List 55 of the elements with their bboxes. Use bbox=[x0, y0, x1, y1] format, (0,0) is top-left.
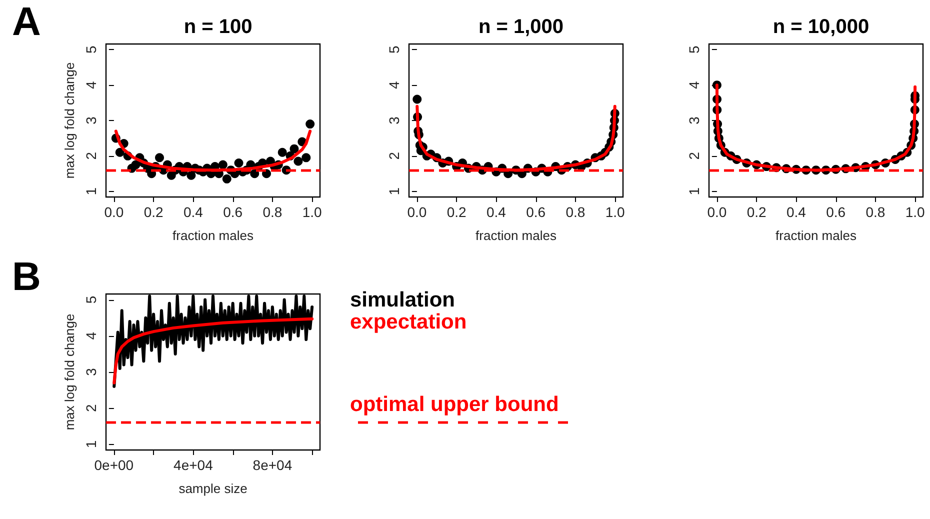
x-tick-label: 1.0 bbox=[905, 204, 926, 220]
x-tick-label: 0.6 bbox=[223, 204, 243, 220]
x-tick-label: 0.8 bbox=[262, 204, 282, 220]
x-tick-label: 0.2 bbox=[144, 204, 164, 220]
y-tick-label: 5 bbox=[686, 46, 702, 54]
y-tick-label: 5 bbox=[83, 296, 99, 304]
x-axis-title: sample size bbox=[178, 481, 248, 496]
x-tick-label: 0.4 bbox=[786, 204, 806, 220]
x-axis-title: fraction males bbox=[776, 228, 857, 243]
y-tick-label: 1 bbox=[83, 187, 99, 196]
y-tick-label: 2 bbox=[686, 152, 702, 160]
y-tick-label: 4 bbox=[83, 332, 99, 340]
x-axis-title: fraction males bbox=[172, 228, 254, 243]
x-tick-label: 1.0 bbox=[302, 204, 322, 220]
x-tick-label: 0.4 bbox=[183, 204, 204, 220]
text: B bbox=[12, 255, 41, 299]
y-axis-title: max log fold change bbox=[62, 314, 77, 430]
y-tick-label: 4 bbox=[686, 80, 702, 89]
y-tick-label: 4 bbox=[83, 80, 99, 89]
y-tick-label: 2 bbox=[83, 152, 99, 160]
chart-title: n = 10,000 bbox=[772, 16, 870, 38]
y-tick-label: 1 bbox=[386, 187, 402, 196]
ref-line-label: optimal upper bound bbox=[350, 393, 559, 416]
y-tick-label: 3 bbox=[386, 116, 402, 124]
y-axis-title: max log fold change bbox=[62, 62, 77, 179]
x-tick-label: 0e+00 bbox=[94, 457, 134, 473]
y-tick-label: 2 bbox=[386, 152, 402, 160]
x-axis-title: fraction males bbox=[476, 228, 557, 243]
x-tick-label: 0.8 bbox=[566, 204, 586, 220]
chart-title: n = 1,000 bbox=[478, 16, 564, 38]
y-tick-label: 5 bbox=[386, 46, 402, 54]
x-tick-label: 8e+04 bbox=[252, 457, 292, 473]
y-tick-label: 5 bbox=[83, 46, 99, 54]
y-tick-label: 3 bbox=[686, 116, 702, 124]
x-tick-label: 0.6 bbox=[826, 204, 846, 220]
x-tick-label: 0.8 bbox=[866, 204, 886, 220]
y-tick-label: 1 bbox=[83, 440, 99, 448]
y-tick-label: 2 bbox=[83, 404, 99, 412]
y-tick-label: 4 bbox=[386, 80, 402, 89]
x-tick-label: 0.0 bbox=[104, 204, 124, 220]
x-tick-label: 0.0 bbox=[707, 204, 727, 220]
x-tick-label: 0.4 bbox=[486, 204, 506, 220]
x-tick-label: 0.0 bbox=[407, 204, 427, 220]
chart-title: n = 100 bbox=[184, 16, 252, 38]
y-tick-label: 3 bbox=[83, 116, 99, 124]
x-tick-label: 0.6 bbox=[526, 204, 546, 220]
x-tick-label: 0.2 bbox=[746, 204, 766, 220]
x-tick-label: 1.0 bbox=[605, 204, 626, 220]
series-label: expectation bbox=[350, 310, 467, 334]
series-label: simulation bbox=[350, 288, 456, 312]
x-tick-label: 4e+04 bbox=[174, 457, 214, 473]
text: A bbox=[12, 0, 41, 44]
y-tick-label: 1 bbox=[686, 187, 702, 196]
y-tick-label: 3 bbox=[83, 368, 99, 376]
x-tick-label: 0.2 bbox=[446, 204, 466, 220]
